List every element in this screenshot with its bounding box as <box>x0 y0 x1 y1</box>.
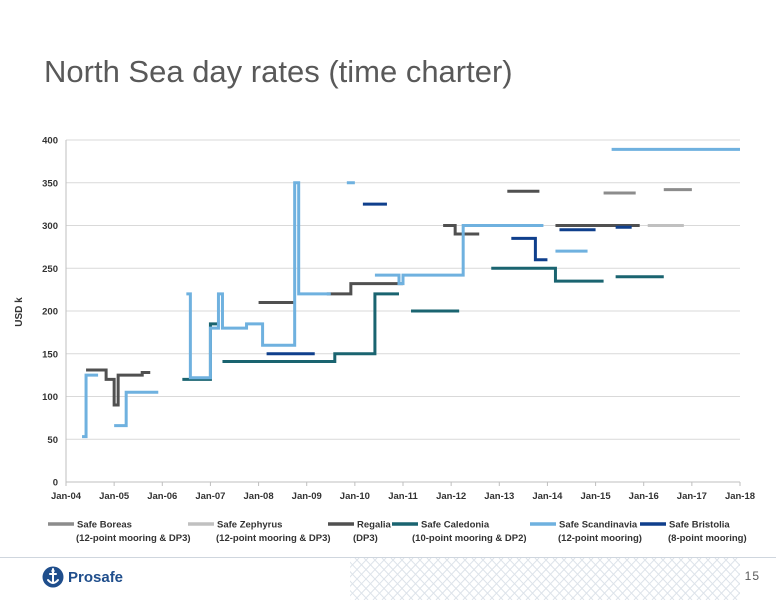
legend-label: Safe Scandinavia <box>559 520 638 531</box>
y-axis-tick-labels: 0 50 100 150 200 250 300 350 400 <box>42 136 58 489</box>
chart-series <box>82 147 740 439</box>
y-tick-label: 100 <box>42 392 58 403</box>
y-tick-label: 300 <box>42 221 58 232</box>
series-line <box>603 188 692 195</box>
y-tick-label: 350 <box>42 178 58 189</box>
x-tick-label: Jan-07 <box>195 491 225 502</box>
legend-sublabel: (12-point mooring & DP3) <box>76 533 191 544</box>
legend-sublabel: (10-point mooring & DP2) <box>412 533 527 544</box>
x-axis-tick-labels: Jan-04 Jan-05 Jan-06 Jan-07 Jan-08 Jan-09 Jan-… <box>51 491 755 502</box>
y-tick-label: 200 <box>42 307 58 318</box>
footer-divider <box>0 557 776 558</box>
x-tick-label: Jan-08 <box>244 491 274 502</box>
legend-label: Safe Caledonia <box>421 520 490 531</box>
series-line <box>82 147 740 439</box>
x-tick-label: Jan-13 <box>484 491 514 502</box>
chart-grid <box>65 139 741 486</box>
legend-label: Safe Bristolia <box>669 520 730 531</box>
x-tick-label: Jan-05 <box>99 491 130 502</box>
x-tick-label: Jan-12 <box>436 491 466 502</box>
x-tick-label: Jan-06 <box>147 491 177 502</box>
x-tick-label: Jan-15 <box>581 491 612 502</box>
series-line <box>86 189 640 407</box>
x-tick-label: Jan-14 <box>532 491 563 502</box>
y-tick-label: 400 <box>42 136 58 147</box>
x-tick-label: Jan-16 <box>629 491 659 502</box>
series-2 <box>86 189 640 407</box>
logo-text: Prosafe <box>68 568 124 586</box>
prosafe-logo-icon <box>42 566 64 588</box>
y-tick-label: 0 <box>53 478 58 489</box>
legend-label: Safe Boreas <box>77 520 132 531</box>
legend-sublabel: (DP3) <box>353 533 378 544</box>
legend-sublabel: (8-point mooring) <box>668 533 747 544</box>
series-line <box>266 202 632 356</box>
y-tick-label: 150 <box>42 349 58 360</box>
y-tick-label: 250 <box>42 264 58 275</box>
x-tick-label: Jan-11 <box>388 491 418 502</box>
x-tick-label: Jan-09 <box>292 491 322 502</box>
y-axis-label: USD k <box>14 297 25 327</box>
legend-sublabel: (12-point mooring) <box>558 533 642 544</box>
chart-legend: Safe Boreas (12-point mooring & DP3) Safe … <box>48 520 747 544</box>
series-4 <box>82 147 740 439</box>
series-0 <box>603 188 692 195</box>
y-tick-label: 50 <box>47 435 58 446</box>
series-5 <box>266 202 632 356</box>
legend-label: Regalia <box>357 520 392 531</box>
x-tick-label: Jan-10 <box>340 491 370 502</box>
prosafe-logo: Prosafe <box>42 566 123 588</box>
x-tick-label: Jan-04 <box>51 491 82 502</box>
legend-sublabel: (12-point mooring & DP3) <box>216 533 331 544</box>
slide-title: North Sea day rates (time charter) <box>44 54 513 89</box>
x-tick-label: Jan-18 <box>725 491 755 502</box>
footer-pattern <box>350 558 740 600</box>
page-number: 15 <box>744 569 760 583</box>
legend-label: Safe Zephyrus <box>217 520 282 531</box>
x-tick-label: Jan-17 <box>677 491 707 502</box>
